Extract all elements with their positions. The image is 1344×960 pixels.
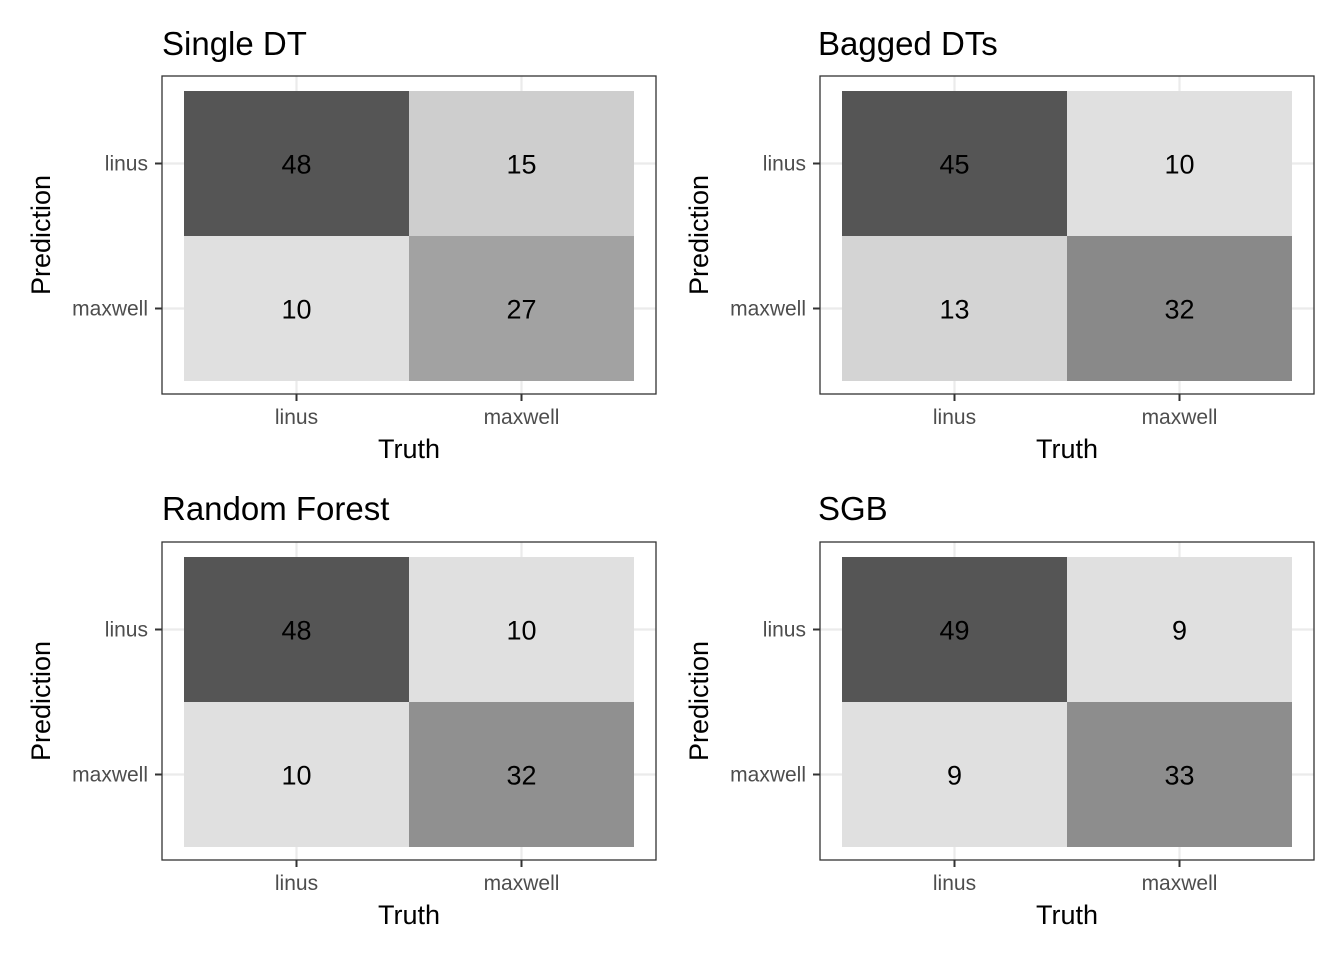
cell-value-label: 10 xyxy=(281,761,311,791)
heatmap-tile xyxy=(1067,557,1292,702)
cell-value-label: 32 xyxy=(506,761,536,791)
x-tick-label: maxwell xyxy=(1142,872,1218,895)
x-tick-label: linus xyxy=(275,406,318,429)
x-tick-label: maxwell xyxy=(1142,406,1218,429)
panel-border xyxy=(819,75,1315,395)
heatmap-tile xyxy=(1067,702,1292,847)
y-tick-label: linus xyxy=(105,153,148,176)
x-axis-title: Truth xyxy=(378,900,440,930)
heatmap-tile xyxy=(409,702,634,847)
y-axis-title: Prediction xyxy=(26,641,56,761)
heatmap-tile xyxy=(409,91,634,236)
heatmap-tile xyxy=(842,236,1067,381)
confusion-matrix-panel: Bagged DTs 45 10 13 32 linus maxwell linus maxwe… xyxy=(684,25,1315,464)
heatmap-tile xyxy=(1067,236,1292,381)
y-axis-title: Prediction xyxy=(684,175,714,295)
cell-value-label: 49 xyxy=(939,616,969,646)
y-axis-title: Prediction xyxy=(684,641,714,761)
panel-title: SGB xyxy=(818,490,888,527)
confusion-matrix-panel: Random Forest 48 10 10 32 linus maxwell linus ma… xyxy=(26,490,657,930)
panel-title: Bagged DTs xyxy=(818,25,998,62)
x-tick-label: linus xyxy=(933,406,976,429)
cell-value-label: 48 xyxy=(281,150,311,180)
cell-value-label: 9 xyxy=(947,761,962,791)
x-tick-label: maxwell xyxy=(484,872,560,895)
heatmap-tile xyxy=(184,702,409,847)
panel-border xyxy=(161,75,657,395)
cell-value-label: 10 xyxy=(1164,150,1194,180)
x-tick-label: linus xyxy=(933,872,976,895)
cell-value-label: 9 xyxy=(1172,616,1187,646)
cell-value-label: 33 xyxy=(1164,761,1194,791)
confusion-matrix-panel: Single DT 48 15 10 27 linus maxwell linus maxwel… xyxy=(26,25,657,464)
panel-border xyxy=(819,541,1315,861)
y-tick-label: maxwell xyxy=(72,298,148,321)
x-axis-title: Truth xyxy=(378,434,440,464)
y-tick-label: linus xyxy=(763,619,806,642)
panel-border xyxy=(161,541,657,861)
y-tick-label: linus xyxy=(105,619,148,642)
x-tick-label: linus xyxy=(275,872,318,895)
x-axis-title: Truth xyxy=(1036,900,1098,930)
heatmap-tile xyxy=(1067,91,1292,236)
heatmap-tile xyxy=(409,236,634,381)
cell-value-label: 45 xyxy=(939,150,969,180)
heatmap-tile xyxy=(409,557,634,702)
cell-value-label: 13 xyxy=(939,295,969,325)
y-tick-label: maxwell xyxy=(730,764,806,787)
heatmap-tile xyxy=(184,91,409,236)
cell-value-label: 10 xyxy=(506,616,536,646)
cell-value-label: 27 xyxy=(506,295,536,325)
x-tick-label: maxwell xyxy=(484,406,560,429)
cell-value-label: 15 xyxy=(506,150,536,180)
confusion-matrix-panel: SGB 49 9 9 33 linus maxwell linus maxwell Truth Pr… xyxy=(684,490,1315,930)
panel-title: Single DT xyxy=(162,25,307,62)
y-axis-title: Prediction xyxy=(26,175,56,295)
cell-value-label: 10 xyxy=(281,295,311,325)
heatmap-tile xyxy=(842,91,1067,236)
heatmap-tile xyxy=(184,236,409,381)
heatmap-tile xyxy=(184,557,409,702)
x-axis-title: Truth xyxy=(1036,434,1098,464)
cell-value-label: 32 xyxy=(1164,295,1194,325)
y-tick-label: maxwell xyxy=(72,764,148,787)
y-tick-label: linus xyxy=(763,153,806,176)
heatmap-tile xyxy=(842,557,1067,702)
cell-value-label: 48 xyxy=(281,616,311,646)
panel-title: Random Forest xyxy=(162,490,389,527)
heatmap-tile xyxy=(842,702,1067,847)
y-tick-label: maxwell xyxy=(730,298,806,321)
